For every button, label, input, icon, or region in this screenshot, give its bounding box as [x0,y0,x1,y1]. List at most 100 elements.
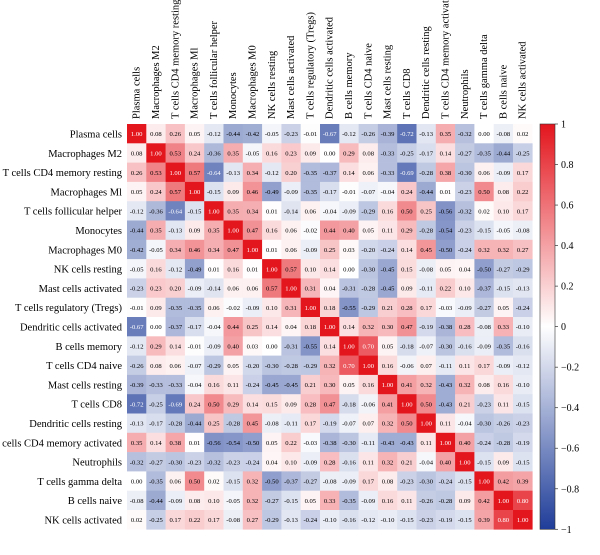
cell-value-label: -0.11 [362,440,376,447]
heatmap-cell [146,452,166,472]
heatmap-cell [146,432,166,453]
cell-value-label: -0.09 [477,343,491,350]
heatmap-cell [455,259,475,279]
heatmap-cell [127,124,147,144]
cell-value-label: 0.80 [517,498,529,505]
heatmap-cell [377,181,398,202]
heatmap-cell [184,452,205,472]
heatmap-cell [339,317,359,337]
heatmap-cell [493,143,514,163]
cell-value-label: 0.28 [459,324,471,331]
heatmap-cell [435,336,456,356]
heatmap-cell [455,278,475,298]
row-label: Dendritic cells activated [20,322,123,333]
heatmap-cell [339,239,359,260]
cell-value-label: 0.02 [131,517,143,524]
heatmap-cell [300,336,321,356]
column-label: T cells follicular helper [209,20,220,119]
cell-value-label: -0.15 [458,479,472,486]
heatmap-cell [242,490,263,511]
heatmap-cell [223,162,244,183]
cell-value-label: 0.11 [382,228,393,235]
cell-value-label: 0.09 [189,228,201,235]
heatmap-cell [474,181,494,202]
heatmap-cell [358,413,379,434]
heatmap-cell [358,374,379,395]
cell-value-label: 0.01 [208,266,220,273]
heatmap-cell [127,162,147,183]
heatmap-cell [435,201,456,221]
heatmap-cell [377,413,398,434]
heatmap-cell [165,413,186,434]
cell-value-label: -0.44 [149,498,163,505]
heatmap-cell [281,181,301,202]
heatmap-cell [493,162,514,183]
heatmap-cell [455,201,475,221]
heatmap-cell [184,471,205,491]
heatmap-cell [184,490,205,511]
row-label: Plasma cells [70,129,122,140]
cell-value-label: -0.28 [226,421,240,428]
heatmap-cell [184,432,205,453]
cell-value-label: 0.21 [382,305,394,312]
heatmap-cell [165,355,186,376]
cell-value-label: 0.10 [285,459,297,466]
cell-value-label: -0.15 [477,459,491,466]
column-label: NK cells resting [267,50,278,119]
cell-value-label: -0.05 [265,131,279,138]
heatmap-cell [127,413,147,434]
heatmap-cell [474,432,494,453]
cell-value-label: 0.34 [247,170,259,177]
cell-value-label: -0.15 [477,228,491,235]
heatmap-cell [320,278,340,298]
cell-value-label: 0.70 [362,343,374,350]
cell-value-label: 0.17 [420,305,432,312]
heatmap-cell [165,452,186,472]
cell-value-label: -0.19 [323,421,337,428]
heatmap-cell [127,239,147,260]
cell-value-label: 0.06 [247,286,259,293]
heatmap-cell [377,201,398,221]
column-label: Mast cells resting [383,44,394,119]
heatmap-cell [223,317,244,337]
heatmap-cell [262,239,282,260]
heatmap-cell [416,413,437,434]
cell-value-label: 1.00 [440,440,452,447]
cell-value-label: -0.49 [265,189,279,196]
heatmap-cell [281,471,301,491]
column-label: Macrophages M0 [247,45,258,119]
cell-value-label: 0.27 [517,247,529,254]
cell-value-label: -0.38 [323,440,337,447]
cell-value-label: -0.27 [496,266,510,273]
heatmap-cell [455,220,475,241]
cell-value-label: -0.16 [342,517,356,524]
heatmap-cell [435,355,456,376]
heatmap-cell [223,394,244,414]
heatmap-cell [339,490,359,511]
heatmap-cell [262,278,282,298]
heatmap-cell [242,297,263,318]
heatmap-cell [146,355,166,376]
cell-value-label: 0.41 [401,382,413,389]
heatmap-cell [242,278,263,298]
heatmap-cell [300,317,321,337]
heatmap-cell [339,201,359,221]
cell-value-label: -0.24 [246,459,260,466]
cell-value-label: 0.04 [285,324,297,331]
cell-value-label: -0.13 [168,228,182,235]
cell-value-label: -0.10 [516,324,530,331]
cell-value-label: -0.15 [458,517,472,524]
heatmap-cell [146,471,166,491]
cell-value-label: 1.00 [266,266,278,273]
cell-value-label: 1.00 [305,305,317,312]
cell-value-label: 0.02 [478,208,490,215]
heatmap-cell [358,336,379,356]
heatmap-cell [127,143,147,163]
cell-value-label: -0.23 [400,479,414,486]
colorbar-tick-label: −0.8 [561,484,579,495]
cell-value-label: -0.38 [439,324,453,331]
cell-value-label: 0.14 [324,266,336,273]
heatmap-cell [262,336,282,356]
cell-value-label: 0.57 [285,266,297,273]
